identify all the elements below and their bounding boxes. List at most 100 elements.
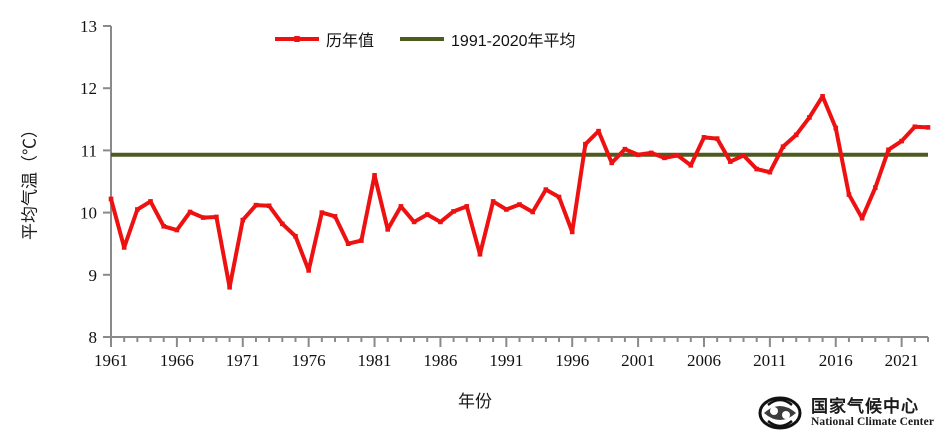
series-data-point [846, 192, 852, 197]
series-data-point [504, 207, 509, 212]
series-data-point [187, 209, 193, 215]
series-data-point [596, 128, 601, 134]
series-data-point [293, 233, 298, 239]
logo-text-block: 国家气候中心 National Climate Center [811, 398, 934, 428]
series-data-point [886, 147, 891, 153]
series-data-point [148, 199, 153, 204]
series-data-point [200, 215, 206, 220]
series-data-point [728, 159, 733, 164]
x-axis-tick-label: 1986 [423, 351, 457, 370]
series-data-point [872, 185, 878, 191]
x-axis-tick-label: 1961 [94, 351, 128, 370]
x-axis-tick-label: 1966 [160, 351, 194, 370]
series-data-point [925, 125, 931, 130]
series-data-point [820, 93, 825, 99]
x-axis-tick-label: 1981 [358, 351, 392, 370]
logo-name-en: National Climate Center [811, 415, 935, 428]
series-data-point [411, 219, 417, 225]
organization-logo: 国家气候中心 National Climate Center [758, 393, 934, 433]
series-data-point [635, 152, 641, 158]
climate-center-emblem-icon [758, 396, 802, 430]
series-data-point [385, 227, 391, 232]
legend-series-line-icon [275, 36, 319, 42]
series-data-point [451, 209, 456, 214]
series-data-point [121, 245, 127, 250]
series-data-point [648, 150, 654, 156]
series-data-point [345, 241, 351, 246]
logo-name-cn: 国家气候中心 [811, 397, 919, 417]
series-data-point [833, 125, 839, 131]
y-axis-tick-label: 8 [89, 328, 98, 347]
series-data-point [490, 199, 496, 204]
series-data-point [464, 204, 470, 209]
chart-legend: 历年值 1991-2020年平均 [275, 27, 576, 51]
series-data-point [780, 144, 786, 149]
legend-mean-label: 1991-2020年平均 [451, 33, 576, 50]
y-axis-tick-label: 12 [80, 79, 97, 98]
series-data-point [912, 124, 918, 130]
x-axis-tick-label: 1971 [226, 351, 260, 370]
x-axis-tick-label: 1976 [292, 351, 326, 370]
series-data-point [556, 194, 562, 200]
y-axis-tick-label: 10 [80, 204, 97, 223]
series-data-point [319, 210, 325, 215]
series-data-point [438, 219, 443, 225]
series-data-point [424, 212, 430, 217]
series-data-point [767, 169, 773, 175]
series-data-point [477, 251, 483, 257]
legend-item-mean[interactable]: 1991-2020年平均 [400, 27, 576, 51]
series-data-point [583, 141, 588, 147]
series-data-point [517, 202, 522, 207]
series-data-point [161, 223, 167, 229]
legend-series-label: 历年值 [326, 33, 375, 50]
series-data-point [214, 214, 219, 220]
series-line-annual-values [109, 94, 930, 290]
y-axis-title: 平均气温（℃） [20, 121, 40, 240]
series-data-point [108, 196, 114, 202]
x-axis-tick-label: 1991 [489, 351, 523, 370]
x-axis-tick-label: 1996 [555, 351, 589, 370]
series-data-point [859, 215, 865, 221]
series-data-point [622, 146, 628, 152]
series-data-point [266, 203, 272, 209]
series-data-point [332, 214, 338, 219]
series-data-point [741, 153, 746, 158]
series-data-point [227, 284, 232, 290]
x-axis-tick-label: 2006 [687, 351, 721, 370]
series-data-point [306, 268, 311, 273]
y-axis-tick-label: 13 [80, 17, 97, 36]
series-data-point [240, 217, 246, 223]
series-data-point [714, 136, 720, 141]
series-data-point [135, 207, 140, 212]
series-data-point [359, 238, 364, 243]
series-data-point [675, 153, 680, 158]
series-data-point [530, 209, 535, 215]
series-data-point [662, 155, 667, 161]
series-data-point [543, 187, 549, 192]
x-axis-title: 年份 [458, 392, 492, 411]
series-data-point [280, 221, 285, 227]
series-data-point [807, 115, 812, 120]
x-axis-tick-label: 2021 [885, 351, 919, 370]
series-data-point [569, 229, 575, 235]
y-axis-tick-label: 9 [89, 266, 98, 285]
series-data-point [174, 227, 180, 233]
y-axis-tick-label: 11 [81, 141, 97, 160]
x-axis-tick-label: 2011 [753, 351, 786, 370]
series-data-point [372, 172, 377, 178]
legend-mean-line-icon [400, 37, 445, 41]
x-axis-tick-label: 2016 [819, 351, 853, 370]
series-data-point [754, 166, 759, 172]
series-data-point [609, 160, 615, 166]
series-data-point [899, 138, 904, 144]
series-data-point [793, 132, 799, 138]
series-data-point [398, 204, 404, 209]
series-data-point [688, 163, 694, 168]
legend-item-series[interactable]: 历年值 [275, 27, 374, 51]
series-data-point [701, 135, 707, 140]
x-axis-tick-label: 2001 [621, 351, 655, 370]
series-data-point [253, 202, 259, 208]
